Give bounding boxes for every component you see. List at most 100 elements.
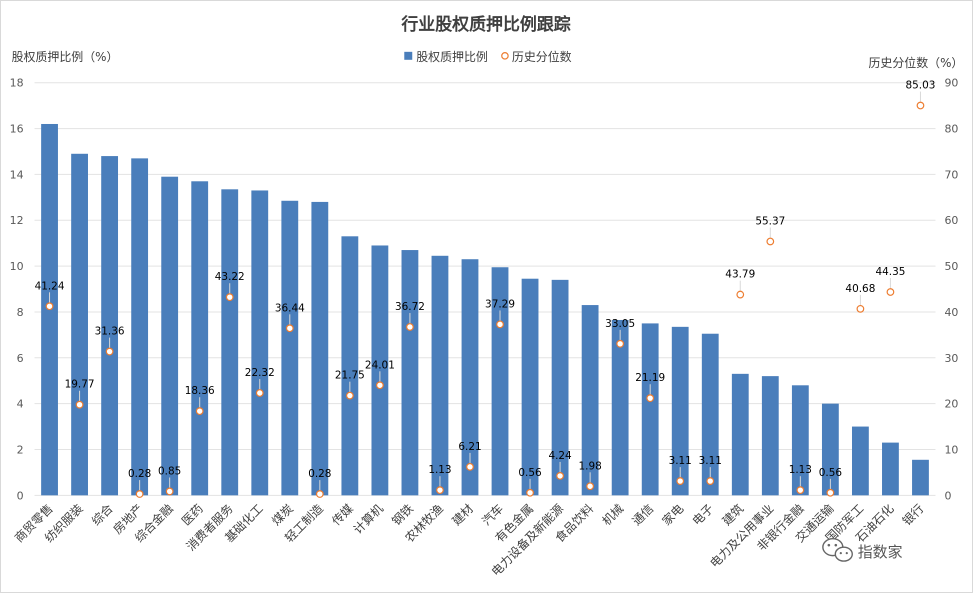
bar (281, 200, 299, 496)
percentile-point (916, 101, 925, 110)
right-tick-label: 40 (944, 306, 958, 319)
percentile-point (676, 477, 685, 485)
percentile-point (616, 339, 625, 348)
percentile-point (376, 381, 384, 390)
left-tick-label: 2 (17, 443, 24, 456)
right-tick-label: 70 (944, 168, 958, 181)
bar (611, 319, 629, 496)
percentile-point (255, 389, 264, 397)
percentile-point (105, 347, 114, 356)
left-tick-label: 0 (17, 489, 24, 502)
percentile-data-label: 24.01 (365, 359, 395, 371)
percentile-data-label: 44.35 (875, 266, 905, 278)
percentile-point (436, 486, 444, 495)
bar (882, 442, 899, 496)
percentile-data-label: 4.24 (548, 450, 572, 462)
left-tick-label: 8 (17, 306, 24, 319)
percentile-point (225, 293, 234, 302)
percentile-data-label: 43.22 (215, 271, 245, 283)
percentile-point (496, 320, 504, 329)
percentile-point (586, 482, 595, 491)
right-tick-label: 80 (944, 123, 958, 136)
legend-point-label: 历史分位数 (512, 49, 572, 64)
bar (161, 176, 179, 496)
percentile-point (856, 304, 865, 313)
right-tick-label: 30 (944, 352, 958, 365)
bar-series (41, 123, 929, 496)
legend: 股权质押比例 历史分位数 (404, 49, 572, 64)
percentile-data-label: 37.29 (485, 298, 515, 310)
category-label: 通信 (629, 501, 656, 528)
percentile-data-label: 0.28 (128, 468, 151, 480)
bar (551, 279, 569, 496)
bar (731, 373, 749, 496)
bar (851, 426, 869, 496)
bar (401, 250, 419, 496)
bar (191, 181, 209, 496)
gridlines (34, 82, 936, 496)
percentile-data-label: 19.77 (65, 379, 95, 391)
category-label: 综合 (88, 501, 116, 529)
percentile-data-label: 40.68 (845, 283, 875, 295)
category-label: 建材 (449, 501, 476, 528)
percentile-point (466, 462, 474, 471)
category-label: 建筑 (719, 501, 747, 529)
bar (221, 189, 239, 496)
bar (311, 201, 329, 496)
percentile-data-label: 21.19 (635, 372, 665, 384)
percentile-point (45, 302, 54, 311)
bar (101, 156, 119, 496)
category-label: 银行 (900, 501, 927, 528)
left-axis-title: 股权质押比例（%） (12, 50, 119, 64)
bar (521, 278, 539, 496)
category-label: 电子 (690, 501, 717, 528)
right-tick-label: 60 (944, 214, 958, 227)
bar (131, 158, 149, 496)
percentile-point (826, 488, 835, 497)
watermark-text: 指数家 (858, 543, 903, 561)
category-labels: 商贸零售纺织服装 综合房地产综合金融 医药消费者服务基础化工 煤炭轻工制造 传媒计算机钢… (11, 501, 926, 579)
left-axis-ticks: 0 2 4 6 8 10 12 14 16 18 (10, 77, 24, 503)
leader-lines (49, 91, 921, 491)
percentile-data-label: 31.36 (95, 326, 125, 338)
bar (371, 245, 389, 496)
percentile-data-label: 0.85 (158, 465, 181, 477)
bar (821, 403, 839, 496)
percentile-data-label: 21.75 (335, 370, 365, 382)
percentile-data-label: 0.56 (819, 467, 842, 479)
left-tick-label: 18 (10, 77, 24, 90)
right-tick-label: 10 (944, 443, 958, 456)
legend-bar-label: 股权质押比例 (416, 50, 488, 64)
percentile-point (796, 486, 805, 495)
bar (431, 255, 449, 496)
right-axis-title: 历史分位数（%） (868, 55, 963, 70)
bar (761, 376, 779, 496)
percentile-point (886, 288, 895, 296)
left-tick-label: 14 (10, 168, 24, 181)
percentile-data-label: 6.21 (458, 441, 481, 453)
category-label: 传媒 (328, 501, 356, 529)
percentile-point (526, 488, 534, 497)
bar (491, 267, 509, 496)
percentile-point (556, 472, 564, 480)
percentile-point (135, 490, 144, 498)
left-tick-label: 10 (10, 260, 24, 273)
percentile-point (646, 394, 655, 403)
percentile-point (766, 237, 775, 246)
category-label: 家电 (659, 501, 687, 529)
percentile-point (345, 391, 354, 400)
right-tick-label: 50 (944, 260, 958, 273)
left-tick-label: 16 (10, 123, 24, 136)
percentile-data-label: 1.13 (428, 464, 451, 476)
bar (581, 305, 599, 496)
percentile-data-label: 36.44 (275, 302, 305, 314)
percentile-point (736, 290, 745, 299)
right-tick-label: 0 (944, 489, 951, 502)
left-tick-label: 6 (17, 352, 24, 365)
percentile-data-label: 43.79 (725, 269, 755, 281)
percentile-point (706, 477, 715, 485)
right-tick-label: 20 (944, 398, 958, 411)
percentile-data-label: 0.28 (308, 468, 331, 480)
percentile-data-label: 1.98 (578, 460, 601, 472)
percentile-point (285, 324, 294, 333)
